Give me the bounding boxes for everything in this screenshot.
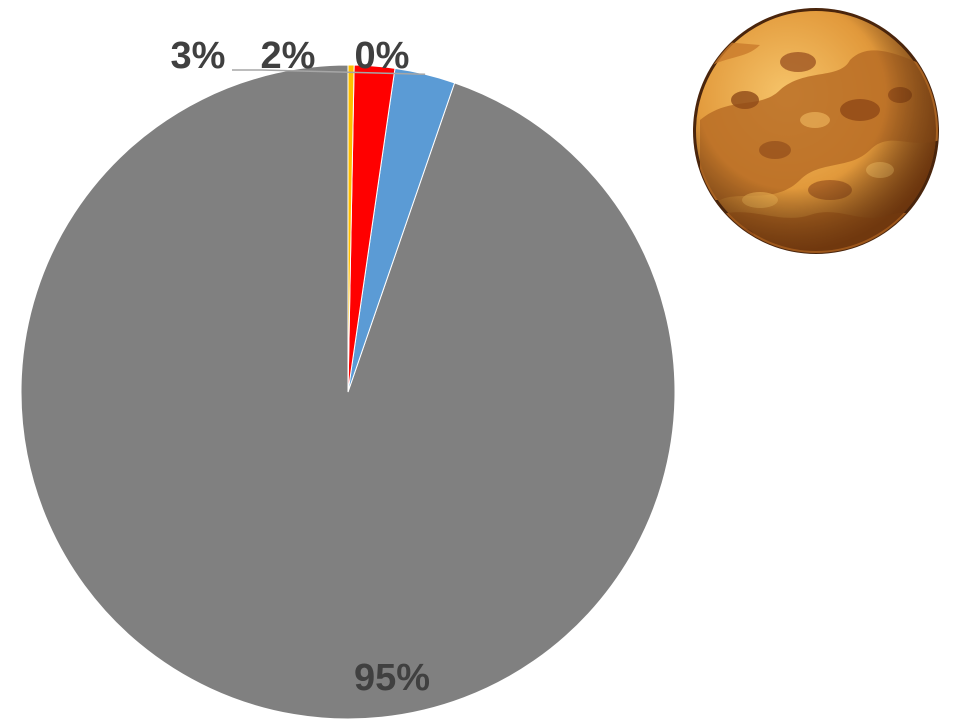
- data-label-95pct: 95%: [354, 657, 430, 699]
- pie-slices: [20, 64, 676, 720]
- data-label-2pct: 2%: [261, 35, 316, 77]
- data-label-3pct: 3%: [171, 35, 226, 77]
- leader-lines: [232, 69, 426, 75]
- planet-icon: [693, 8, 939, 254]
- leader-line-3pct: [232, 69, 426, 75]
- slice-labels: 95% 3% 2% 0%: [171, 35, 430, 699]
- pie-slice-0pct: [347, 64, 355, 393]
- data-label-0pct: 0%: [355, 35, 410, 77]
